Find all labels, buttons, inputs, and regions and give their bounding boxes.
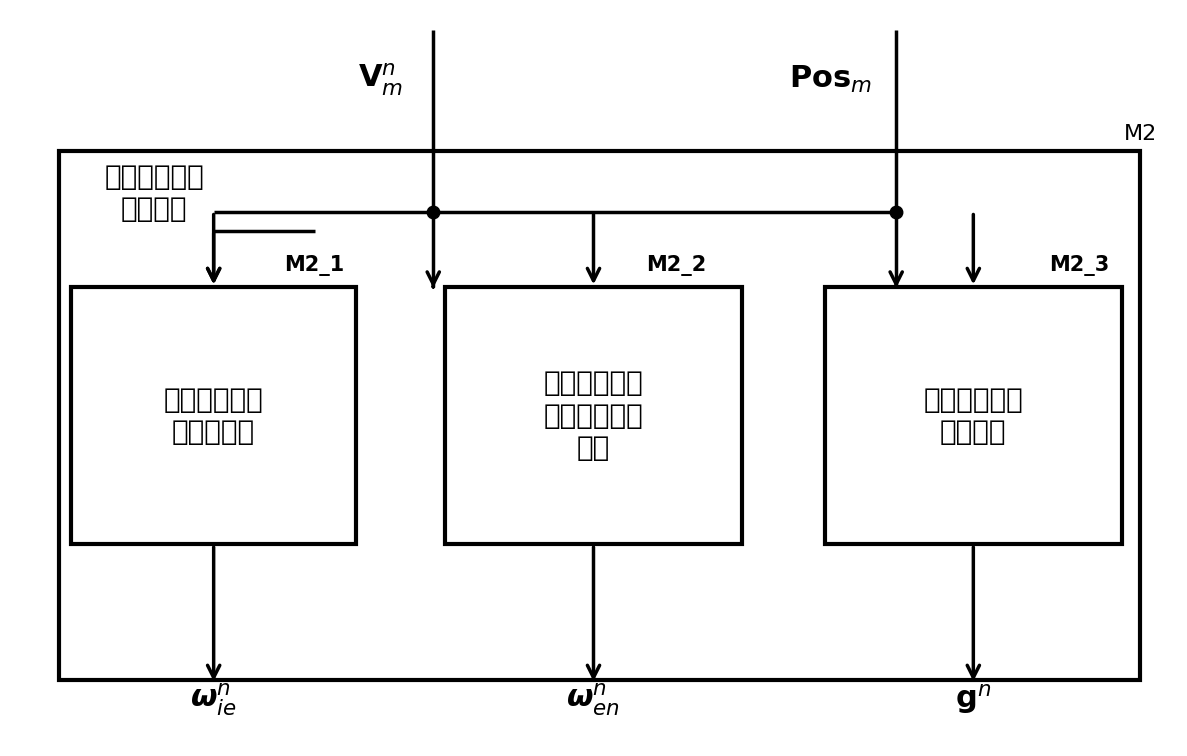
Text: $\mathbf{g}^n$: $\mathbf{g}^n$ — [956, 683, 991, 716]
Text: $\mathbf{V}_m^n$: $\mathbf{V}_m^n$ — [358, 61, 404, 98]
Bar — [59, 151, 1140, 680]
Bar — [71, 287, 356, 544]
Text: M2: M2 — [1124, 124, 1157, 144]
Bar — [825, 287, 1122, 544]
Text: $\boldsymbol{\omega}_{en}^n$: $\boldsymbol{\omega}_{en}^n$ — [566, 681, 621, 717]
Text: M2_2: M2_2 — [646, 255, 706, 276]
Text: M2_3: M2_3 — [1049, 255, 1110, 276]
Text: 地球自转角速
度解算模块: 地球自转角速 度解算模块 — [164, 386, 264, 446]
Text: M2_1: M2_1 — [284, 255, 344, 276]
Bar — [445, 287, 742, 544]
Text: $\boldsymbol{\omega}_{ie}^n$: $\boldsymbol{\omega}_{ie}^n$ — [190, 681, 237, 717]
Text: 当地重力加速
解算模块: 当地重力加速 解算模块 — [923, 386, 1023, 446]
Text: 导航坐标系转
动角速度解算
模块: 导航坐标系转 动角速度解算 模块 — [544, 370, 643, 462]
Text: $\mathbf{Pos}_m$: $\mathbf{Pos}_m$ — [789, 64, 872, 95]
Text: 地球相关数据
解算模块: 地球相关数据 解算模块 — [104, 163, 204, 223]
